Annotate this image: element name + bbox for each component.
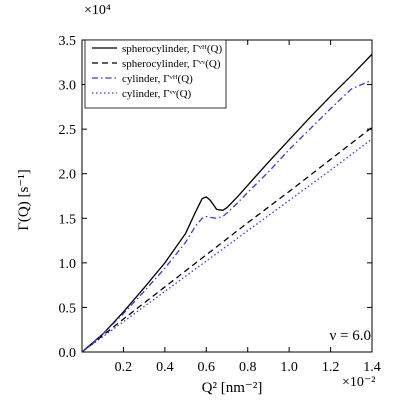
- plot-frame: [81, 39, 373, 353]
- y-tick-label: 2.0: [59, 168, 77, 183]
- x-multiplier: ×10⁻²: [342, 375, 375, 390]
- x-tick-label: 1.0: [280, 360, 298, 375]
- series-layer: [81, 53, 373, 353]
- series-line-1: [81, 53, 373, 353]
- legend-box: [84, 39, 227, 109]
- legend: spherocylinder, Γᵛᴴ(Q) spherocylinder, Γᵛ…: [84, 39, 227, 109]
- x-tick-label: 0.8: [239, 360, 257, 375]
- plot-area: [81, 39, 373, 353]
- legend-label-4: cylinder, Γᵛᵛ(Q): [122, 88, 192, 100]
- ticks-layer: 0.2 0.4 0.6 0.8 1.0 1.2 1.4 0.0 0.5 1.0 1.5 2.0 2.5 3…: [59, 34, 381, 375]
- legend-label-1: spherocylinder, Γᵛᴴ(Q): [122, 43, 222, 55]
- x-tick-label: 1.4: [363, 360, 381, 375]
- y-tick-label: 1.0: [59, 257, 77, 272]
- x-tick-label: 0.4: [156, 360, 174, 375]
- x-tick-label: 1.2: [322, 360, 340, 375]
- y-tick-label: 3.0: [59, 79, 77, 94]
- y-tick-label: 0.0: [59, 346, 77, 361]
- y-tick-label: 1.5: [59, 212, 77, 227]
- y-multiplier: ×10⁴: [84, 3, 111, 18]
- x-axis-label: Q² [nm⁻²]: [202, 380, 263, 396]
- nu-annotation: ν = 6.0: [330, 328, 372, 344]
- series-line-3: [81, 79, 373, 353]
- y-tick-label: 3.5: [59, 34, 77, 49]
- legend-label-2: spherocylinder, Γᵛᵛ(Q): [122, 58, 221, 70]
- x-tick-label: 0.6: [198, 360, 216, 375]
- series-line-4: [81, 138, 373, 353]
- series-line-2: [81, 126, 373, 353]
- legend-label-3: cylinder, Γᵛᴴ(Q): [122, 73, 193, 85]
- y-axis-label: Γ(Q) [s⁻¹]: [16, 169, 32, 231]
- y-tick-label: 0.5: [59, 301, 77, 316]
- x-tick-label: 0.2: [115, 360, 133, 375]
- y-tick-label: 2.5: [59, 123, 77, 138]
